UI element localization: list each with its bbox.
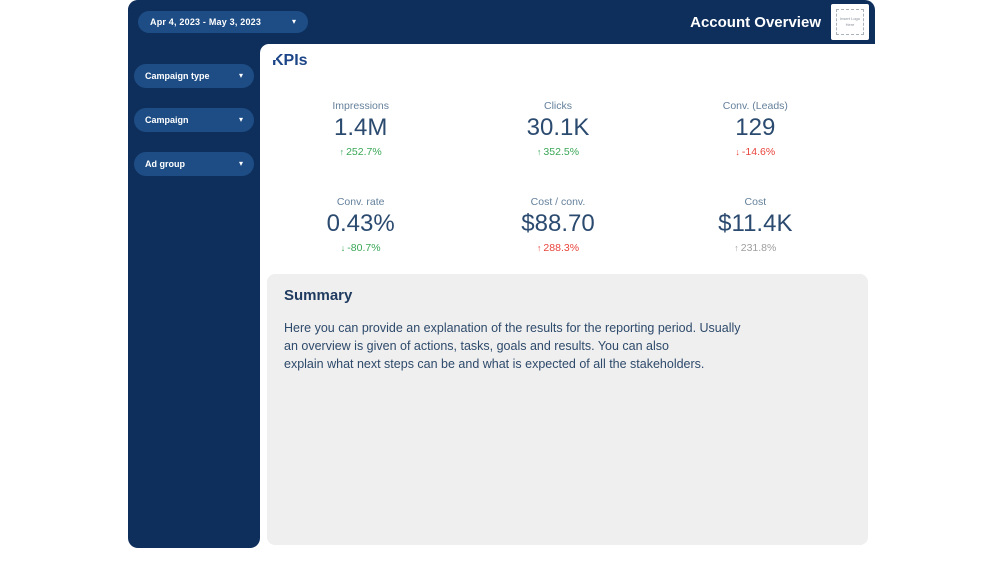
kpi-card-impressions: Impressions 1.4M ↑ 252.7% xyxy=(262,100,459,158)
kpi-delta-value: -14.6% xyxy=(741,145,776,158)
kpi-delta: ↑ 231.8% xyxy=(657,242,854,254)
kpi-label: Impressions xyxy=(332,100,389,112)
chevron-down-icon: ▾ xyxy=(238,159,243,168)
kpi-delta-value: 352.5% xyxy=(543,145,580,158)
campaign-dropdown[interactable]: Campaign ▾ xyxy=(134,108,254,132)
ad-group-label: Ad group xyxy=(145,159,185,169)
kpi-value: $88.70 xyxy=(521,210,595,237)
filter-list: Campaign type ▾ Campaign ▾ Ad group ▾ xyxy=(128,0,260,196)
report-title: Account Overview xyxy=(690,13,821,31)
trend-arrow-icon: ↑ xyxy=(536,146,542,157)
kpi-delta: ↑ 288.3% xyxy=(459,242,656,254)
campaign-type-dropdown[interactable]: Campaign type ▾ xyxy=(134,64,254,88)
kpi-delta: ↑ 252.7% xyxy=(262,146,459,158)
kpi-delta-value: 252.7% xyxy=(346,145,382,158)
kpi-label: Conv. (Leads) xyxy=(722,100,788,112)
kpi-delta: ↓ -14.6% xyxy=(657,146,854,158)
trend-arrow-icon: ↑ xyxy=(339,146,345,157)
kpi-value: 129 xyxy=(735,114,776,141)
kpi-label: Cost / conv. xyxy=(530,196,586,208)
campaign-type-label: Campaign type xyxy=(145,71,210,81)
kpi-label: Conv. rate xyxy=(336,196,385,208)
chevron-down-icon: ▾ xyxy=(238,115,243,124)
kpi-label: Cost xyxy=(744,196,767,208)
summary-panel: Summary Here you can provide an explanat… xyxy=(267,274,868,545)
main-panel-corner xyxy=(260,44,276,60)
campaign-label: Campaign xyxy=(145,115,189,125)
chevron-down-icon: ▾ xyxy=(238,71,243,80)
kpi-card-cost-per-conv: Cost / conv. $88.70 ↑ 288.3% xyxy=(459,196,656,254)
kpi-card-conversions: Conv. (Leads) 129 ↓ -14.6% xyxy=(657,100,854,158)
kpis-section-title: KPIs xyxy=(272,52,308,69)
summary-body: Here you can provide an explanation of t… xyxy=(284,319,851,373)
date-range-dropdown[interactable]: Apr 4, 2023 - May 3, 2023 ▾ xyxy=(138,11,308,33)
kpi-delta: ↓ -80.7% xyxy=(262,242,459,254)
kpi-label: Clicks xyxy=(543,100,572,112)
kpi-row-1: Impressions 1.4M ↑ 252.7% Clicks 30.1K ↑ 3… xyxy=(262,100,854,158)
trend-arrow-icon: ↓ xyxy=(340,242,346,253)
date-range-label: Apr 4, 2023 - May 3, 2023 xyxy=(150,17,262,27)
kpi-value: 0.43% xyxy=(326,210,395,237)
kpi-row-2: Conv. rate 0.43% ↓ -80.7% Cost / conv. $8… xyxy=(262,196,854,254)
kpi-delta-value: -80.7% xyxy=(347,241,381,254)
summary-line: an overview is given of actions, tasks, … xyxy=(284,339,669,353)
kpi-delta-value: 288.3% xyxy=(543,241,580,254)
kpi-value: 30.1K xyxy=(526,114,590,141)
kpi-value: 1.4M xyxy=(333,114,388,141)
summary-title: Summary xyxy=(284,287,353,304)
kpi-card-cost: Cost $11.4K ↑ 231.8% xyxy=(657,196,854,254)
chevron-down-icon: ▾ xyxy=(291,17,296,26)
kpi-value: $11.4K xyxy=(718,210,793,237)
kpi-card-clicks: Clicks 30.1K ↑ 352.5% xyxy=(459,100,656,158)
summary-line: explain what next steps can be and what … xyxy=(284,357,705,371)
kpi-delta: ↑ 352.5% xyxy=(459,146,656,158)
summary-line: Here you can provide an explanation of t… xyxy=(284,321,741,335)
trend-arrow-icon: ↑ xyxy=(536,242,542,253)
sidebar: Campaign type ▾ Campaign ▾ Ad group ▾ xyxy=(128,0,260,548)
logo-placeholder: Insert Logo Here xyxy=(831,4,869,40)
trend-arrow-icon: ↓ xyxy=(735,146,740,157)
kpi-card-conv-rate: Conv. rate 0.43% ↓ -80.7% xyxy=(262,196,459,254)
ad-group-dropdown[interactable]: Ad group ▾ xyxy=(134,152,254,176)
kpi-delta-value: 231.8% xyxy=(740,241,777,254)
logo-placeholder-text: Insert Logo Here xyxy=(836,9,864,35)
header-bar: Apr 4, 2023 - May 3, 2023 ▾ Account Over… xyxy=(128,0,875,44)
trend-arrow-icon: ↑ xyxy=(734,242,739,253)
